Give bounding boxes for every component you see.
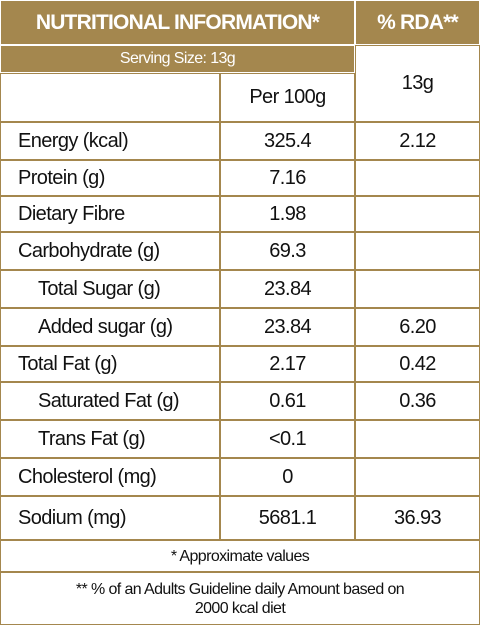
nutrient-name: Carbohydrate (g) [0,232,220,270]
rda-value: 0.42 [355,346,480,382]
nutrient-name: Total Fat (g) [0,346,220,382]
rda-header: % RDA** [355,0,480,45]
per100g-value: 69.3 [220,232,355,270]
nutrient-name: Saturated Fat (g) [0,382,220,420]
rda-value: 2.12 [355,122,480,160]
rda-value [355,270,480,308]
per100g-value: 0 [220,458,355,496]
per100g-value: 2.17 [220,346,355,382]
rda-value: 0.36 [355,382,480,420]
per100g-value: 5681.1 [220,496,355,540]
nutrient-name: Energy (kcal) [0,122,220,160]
blank-cell [0,73,220,122]
per100g-column-header: Per 100g [220,73,355,122]
per100g-value: 23.84 [220,308,355,346]
serving-column-header: 13g [355,45,480,122]
footnote: ** % of an Adults Guideline daily Amount… [0,572,480,625]
rda-value [355,196,480,232]
nutrient-name: Protein (g) [0,160,220,196]
per100g-value: 23.84 [220,270,355,308]
per100g-value: <0.1 [220,420,355,458]
title-cell: NUTRITIONAL INFORMATION* [0,0,355,45]
rda-value: 36.93 [355,496,480,540]
rda-value [355,458,480,496]
nutrient-name: Total Sugar (g) [0,270,220,308]
rda-value [355,420,480,458]
nutrient-name: Trans Fat (g) [0,420,220,458]
rda-value [355,232,480,270]
nutrient-name: Dietary Fibre [0,196,220,232]
footnote: * Approximate values [0,540,480,572]
rda-value: 6.20 [355,308,480,346]
per100g-value: 1.98 [220,196,355,232]
per100g-value: 325.4 [220,122,355,160]
rda-value [355,160,480,196]
nutrient-name: Added sugar (g) [0,308,220,346]
serving-size: Serving Size: 13g [0,45,355,73]
per100g-value: 0.61 [220,382,355,420]
nutrient-name: Sodium (mg) [0,496,220,540]
per100g-value: 7.16 [220,160,355,196]
nutrient-name: Cholesterol (mg) [0,458,220,496]
